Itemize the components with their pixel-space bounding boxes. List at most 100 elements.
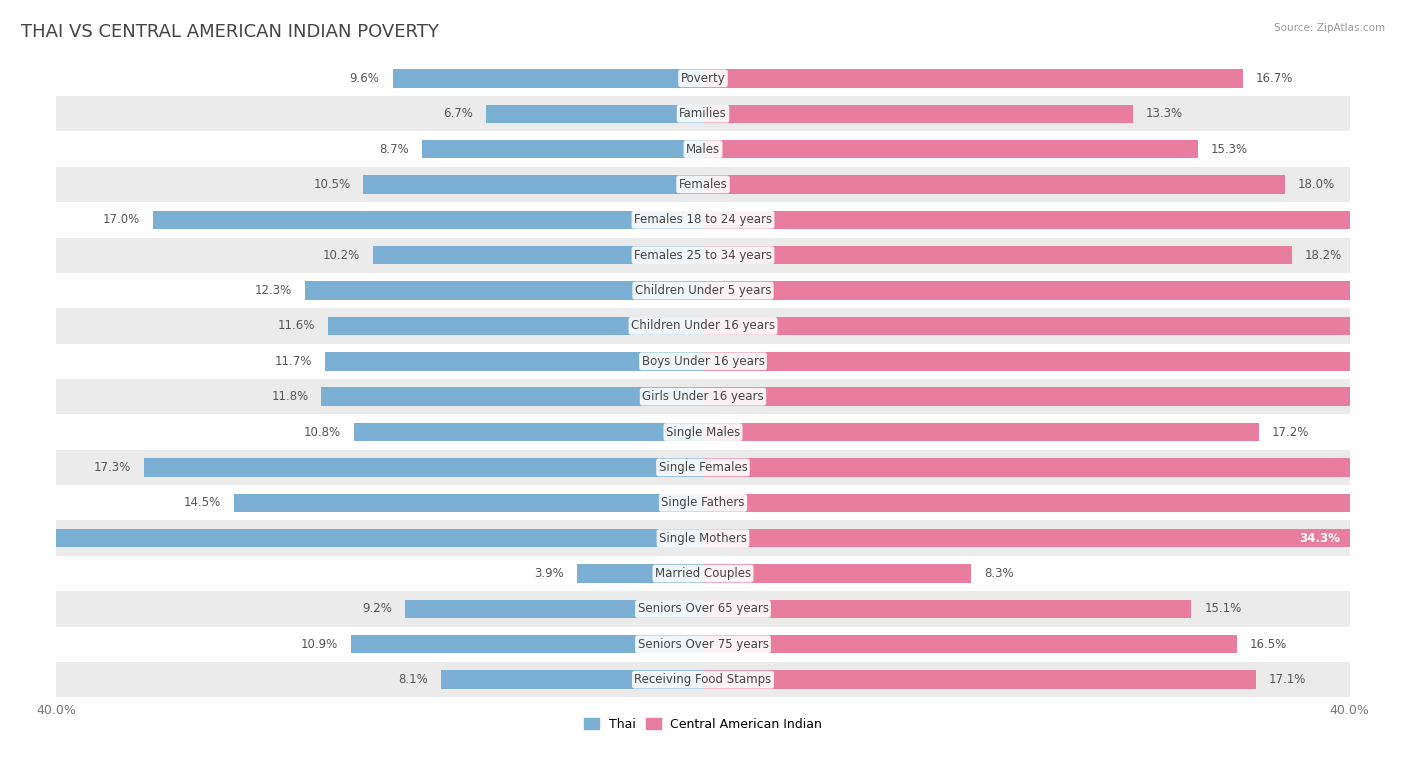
- Bar: [56, 167, 1350, 202]
- Text: 10.8%: 10.8%: [304, 425, 340, 439]
- Text: Females 18 to 24 years: Females 18 to 24 years: [634, 213, 772, 227]
- Bar: [703, 529, 1406, 547]
- Bar: [56, 556, 1350, 591]
- Text: Families: Families: [679, 107, 727, 121]
- Text: Seniors Over 75 years: Seniors Over 75 years: [637, 637, 769, 651]
- Text: 10.2%: 10.2%: [323, 249, 360, 262]
- Bar: [233, 493, 703, 512]
- Bar: [56, 343, 1350, 379]
- Text: 17.1%: 17.1%: [1268, 673, 1306, 686]
- Bar: [373, 246, 703, 265]
- Text: 17.0%: 17.0%: [103, 213, 141, 227]
- Text: Single Males: Single Males: [666, 425, 740, 439]
- Text: 15.1%: 15.1%: [1204, 603, 1241, 615]
- Text: Poverty: Poverty: [681, 72, 725, 85]
- Text: Seniors Over 65 years: Seniors Over 65 years: [637, 603, 769, 615]
- Bar: [56, 627, 1350, 662]
- Bar: [703, 387, 1406, 406]
- Text: 16.7%: 16.7%: [1256, 72, 1294, 85]
- Bar: [703, 69, 1243, 87]
- Bar: [703, 352, 1406, 371]
- Bar: [703, 600, 1191, 618]
- Text: Females 25 to 34 years: Females 25 to 34 years: [634, 249, 772, 262]
- Text: 3.9%: 3.9%: [534, 567, 564, 580]
- Bar: [703, 211, 1406, 229]
- Text: 9.2%: 9.2%: [363, 603, 392, 615]
- Bar: [703, 493, 1405, 512]
- Text: Boys Under 16 years: Boys Under 16 years: [641, 355, 765, 368]
- Bar: [56, 415, 1350, 449]
- Text: 14.5%: 14.5%: [184, 496, 221, 509]
- Bar: [0, 529, 703, 547]
- Text: 17.2%: 17.2%: [1272, 425, 1309, 439]
- Bar: [703, 459, 1406, 477]
- Text: 16.5%: 16.5%: [1250, 637, 1286, 651]
- Bar: [56, 61, 1350, 96]
- Text: 8.1%: 8.1%: [398, 673, 429, 686]
- Text: THAI VS CENTRAL AMERICAN INDIAN POVERTY: THAI VS CENTRAL AMERICAN INDIAN POVERTY: [21, 23, 439, 41]
- Bar: [56, 485, 1350, 521]
- Text: 11.6%: 11.6%: [277, 319, 315, 333]
- Bar: [56, 131, 1350, 167]
- Bar: [56, 662, 1350, 697]
- Bar: [350, 635, 703, 653]
- Bar: [703, 317, 1406, 335]
- Bar: [576, 565, 703, 583]
- Text: Children Under 5 years: Children Under 5 years: [634, 284, 772, 297]
- Text: 8.7%: 8.7%: [380, 143, 409, 155]
- Text: Males: Males: [686, 143, 720, 155]
- Text: 6.7%: 6.7%: [443, 107, 474, 121]
- Text: 18.0%: 18.0%: [1298, 178, 1336, 191]
- Bar: [363, 175, 703, 193]
- Bar: [441, 671, 703, 689]
- Bar: [703, 423, 1260, 441]
- Bar: [392, 69, 703, 87]
- Text: 15.3%: 15.3%: [1211, 143, 1249, 155]
- Bar: [703, 246, 1292, 265]
- Legend: Thai, Central American Indian: Thai, Central American Indian: [579, 713, 827, 736]
- Bar: [56, 273, 1350, 309]
- Bar: [153, 211, 703, 229]
- Text: Source: ZipAtlas.com: Source: ZipAtlas.com: [1274, 23, 1385, 33]
- Bar: [56, 96, 1350, 131]
- Bar: [703, 105, 1133, 123]
- Bar: [325, 352, 703, 371]
- Bar: [56, 309, 1350, 343]
- Text: 13.3%: 13.3%: [1146, 107, 1184, 121]
- Text: Single Mothers: Single Mothers: [659, 531, 747, 545]
- Bar: [703, 175, 1285, 193]
- Bar: [405, 600, 703, 618]
- Text: 10.9%: 10.9%: [301, 637, 337, 651]
- Bar: [703, 281, 1406, 299]
- Bar: [703, 565, 972, 583]
- Bar: [703, 671, 1256, 689]
- Bar: [703, 140, 1198, 158]
- Text: Married Couples: Married Couples: [655, 567, 751, 580]
- Text: Single Fathers: Single Fathers: [661, 496, 745, 509]
- Bar: [56, 449, 1350, 485]
- Text: 12.3%: 12.3%: [254, 284, 292, 297]
- Bar: [354, 423, 703, 441]
- Bar: [422, 140, 703, 158]
- Text: Girls Under 16 years: Girls Under 16 years: [643, 390, 763, 403]
- Text: 9.6%: 9.6%: [350, 72, 380, 85]
- Text: Females: Females: [679, 178, 727, 191]
- Text: 10.5%: 10.5%: [314, 178, 350, 191]
- Bar: [305, 281, 703, 299]
- Text: 17.3%: 17.3%: [93, 461, 131, 474]
- Text: 34.3%: 34.3%: [1299, 531, 1340, 545]
- Bar: [56, 202, 1350, 237]
- Text: 11.7%: 11.7%: [274, 355, 312, 368]
- Bar: [328, 317, 703, 335]
- Text: Children Under 16 years: Children Under 16 years: [631, 319, 775, 333]
- Text: Receiving Food Stamps: Receiving Food Stamps: [634, 673, 772, 686]
- Bar: [56, 379, 1350, 415]
- Text: 8.3%: 8.3%: [984, 567, 1014, 580]
- Bar: [56, 521, 1350, 556]
- Bar: [322, 387, 703, 406]
- Text: Single Females: Single Females: [658, 461, 748, 474]
- Text: 11.8%: 11.8%: [271, 390, 308, 403]
- Bar: [143, 459, 703, 477]
- Bar: [703, 635, 1237, 653]
- Bar: [56, 237, 1350, 273]
